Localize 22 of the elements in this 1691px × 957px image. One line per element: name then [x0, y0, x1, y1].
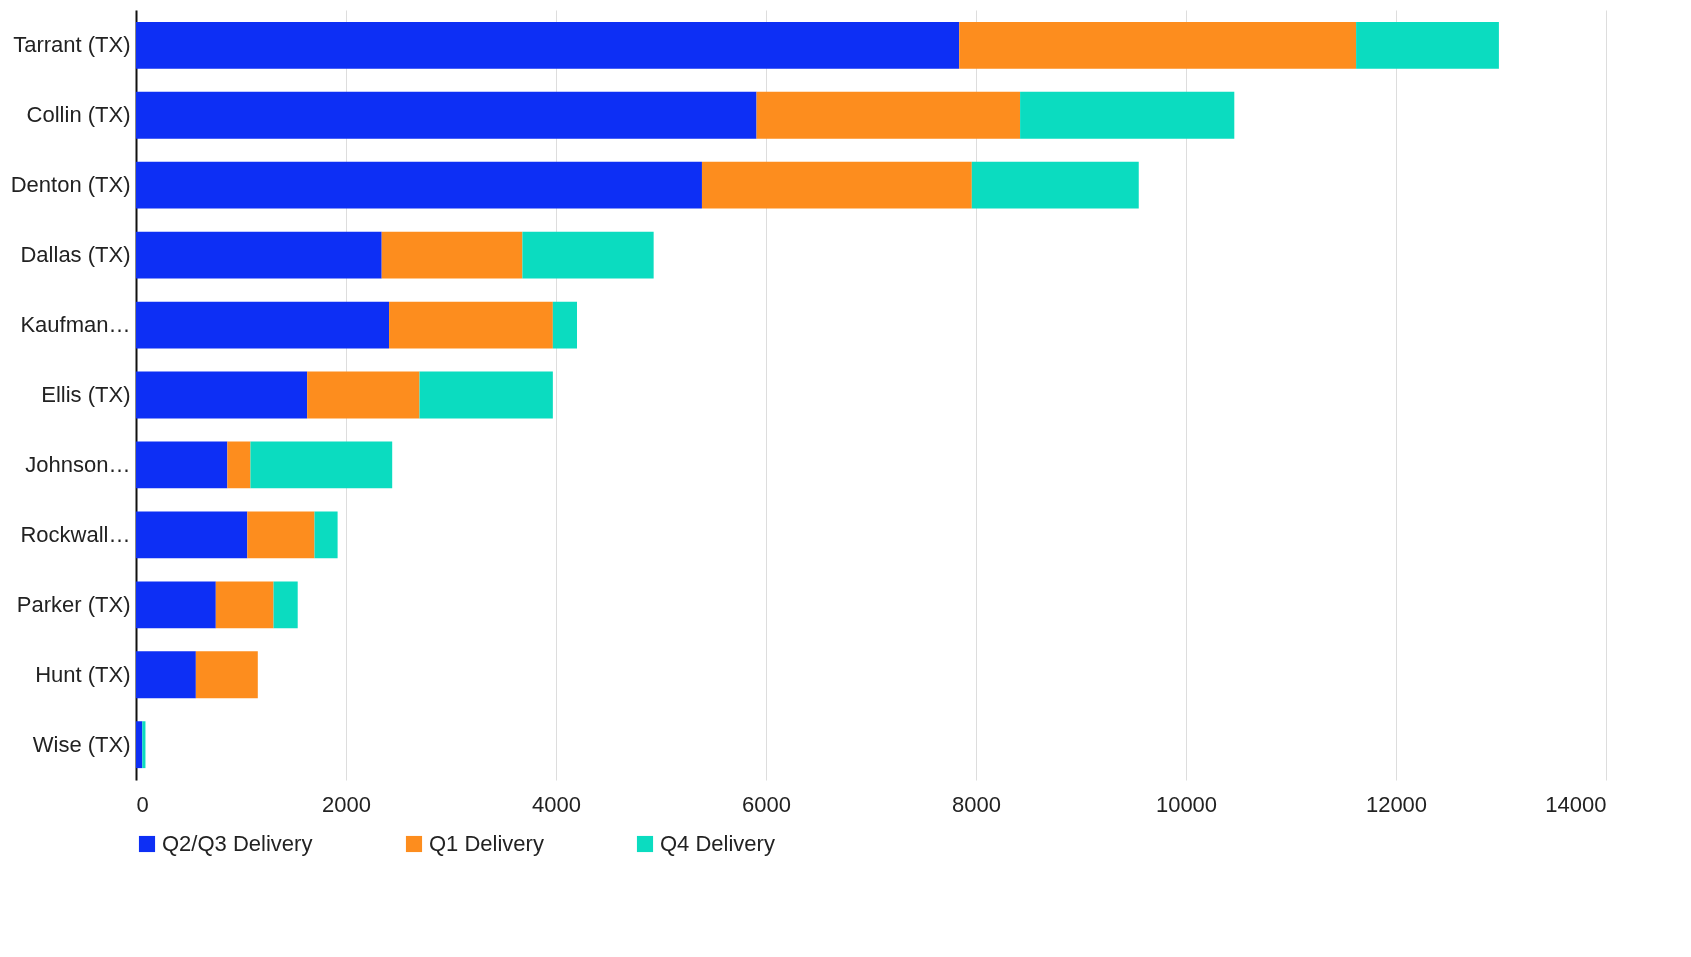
y-tick-label: Rockwall… [20, 521, 131, 547]
legend-label: Q4 Delivery [660, 831, 775, 856]
legend-label: Q2/Q3 Delivery [162, 831, 313, 856]
x-tick-label: 12000 [1365, 791, 1428, 817]
x-tick-label: 2000 [322, 791, 371, 817]
y-tick-label: Hunt (TX) [35, 661, 131, 687]
y-tick-label: Denton (TX) [10, 172, 131, 198]
y-tick-label: Ellis (TX) [41, 382, 131, 407]
x-tick-label: 10000 [1155, 791, 1218, 817]
x-tick-label: 0 [136, 791, 149, 817]
x-tick-label: 8000 [952, 791, 1001, 817]
x-tick-label: 4000 [532, 791, 581, 817]
y-tick-label: Tarrant (TX) [13, 32, 131, 58]
x-tick-label: 14000 [1545, 791, 1607, 817]
y-tick-label: Wise (TX) [32, 731, 131, 757]
y-tick-label: Johnson… [25, 451, 131, 477]
legend-label: Q1 Delivery [429, 831, 544, 856]
y-tick-label: Dallas (TX) [20, 242, 131, 268]
y-tick-label: Collin (TX) [26, 102, 131, 128]
y-tick-label: Kaufman… [20, 312, 131, 338]
x-tick-label: 6000 [742, 791, 791, 817]
y-tick-label: Parker (TX) [16, 591, 131, 617]
